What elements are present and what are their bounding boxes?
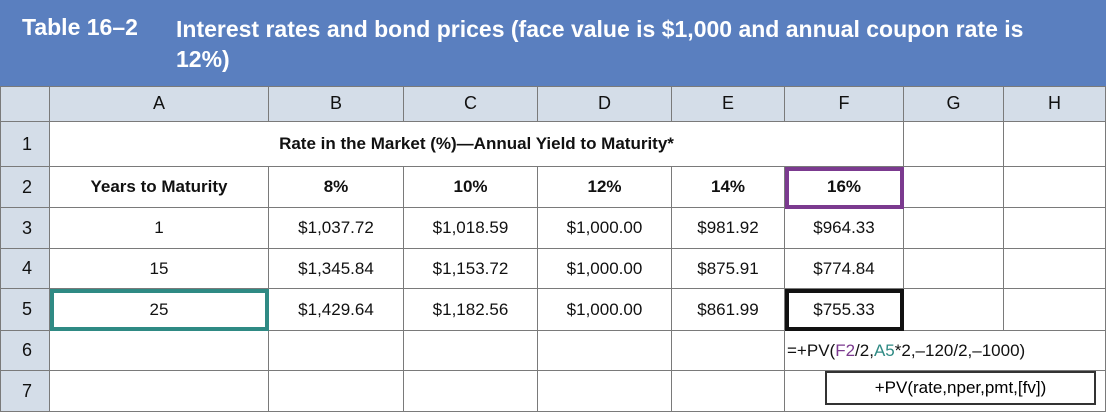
row-header-2[interactable]: 2 <box>0 167 50 208</box>
cell-h5[interactable] <box>1004 289 1106 331</box>
cell-e4[interactable]: $875.91 <box>672 249 785 289</box>
formula-cell[interactable]: =+PV(F2/2, A5 *2,–120/2,–1000) <box>785 331 1106 371</box>
column-header-f[interactable]: F <box>785 86 904 122</box>
formula-suffix: *2,–120/2,–1000) <box>894 340 1026 360</box>
row-header-1[interactable]: 1 <box>0 122 50 167</box>
cell-h2[interactable] <box>1004 167 1106 208</box>
column-header-g[interactable]: G <box>904 86 1004 122</box>
cell-c4[interactable]: $1,153.72 <box>404 249 538 289</box>
cell-e2[interactable]: 14% <box>672 167 785 208</box>
cell-c7[interactable] <box>404 371 538 412</box>
cell-b3[interactable]: $1,037.72 <box>269 208 404 249</box>
cell-d2[interactable]: 12% <box>538 167 672 208</box>
table-title: Interest rates and bond prices (face val… <box>176 16 1024 72</box>
rate-highlight <box>785 167 904 209</box>
nper-highlight <box>50 289 269 331</box>
cell-a3[interactable]: 1 <box>50 208 269 249</box>
cell-d7[interactable] <box>538 371 672 412</box>
cell-e5[interactable]: $861.99 <box>672 289 785 331</box>
cell-c3[interactable]: $1,018.59 <box>404 208 538 249</box>
column-header-d[interactable]: D <box>538 86 672 122</box>
cell-b5[interactable]: $1,429.64 <box>269 289 404 331</box>
row-header-6[interactable]: 6 <box>0 331 50 371</box>
cell-g5[interactable] <box>904 289 1004 331</box>
cell-d5[interactable]: $1,000.00 <box>538 289 672 331</box>
corner-cell[interactable] <box>0 86 50 122</box>
cell-e7[interactable] <box>672 371 785 412</box>
cell-g2[interactable] <box>904 167 1004 208</box>
cell-a6[interactable] <box>50 331 269 371</box>
cell-b2[interactable]: 8% <box>269 167 404 208</box>
cell-h4[interactable] <box>1004 249 1106 289</box>
function-syntax-tooltip: +PV(rate,nper,pmt,[fv]) <box>825 371 1096 405</box>
cell-b4[interactable]: $1,345.84 <box>269 249 404 289</box>
cell-d6[interactable] <box>538 331 672 371</box>
row-header-5[interactable]: 5 <box>0 289 50 331</box>
formula-ref-nper: A5 <box>873 340 895 360</box>
table-number: Table 16–2 <box>22 14 138 40</box>
cell-c2[interactable]: 10% <box>404 167 538 208</box>
cell-a2[interactable]: Years to Maturity <box>50 167 269 208</box>
cell-a7[interactable] <box>50 371 269 412</box>
table-caption: Table 16–2 Interest rates and bond price… <box>0 0 1106 86</box>
cell-g4[interactable] <box>904 249 1004 289</box>
cell-h3[interactable] <box>1004 208 1106 249</box>
cell-e3[interactable]: $981.92 <box>672 208 785 249</box>
formula-prefix: =+PV( <box>787 340 836 360</box>
row-header-7[interactable]: 7 <box>0 371 50 412</box>
formula-ref-rate: F2 <box>835 340 856 360</box>
result-highlight <box>785 289 904 331</box>
column-header-e[interactable]: E <box>672 86 785 122</box>
cell-h1[interactable] <box>1004 122 1106 167</box>
cell-d4[interactable]: $1,000.00 <box>538 249 672 289</box>
row-header-4[interactable]: 4 <box>0 249 50 289</box>
cell-g3[interactable] <box>904 208 1004 249</box>
formula-mid: /2, <box>855 340 874 360</box>
cell-f4[interactable]: $774.84 <box>785 249 904 289</box>
cell-a4[interactable]: 15 <box>50 249 269 289</box>
row-header-3[interactable]: 3 <box>0 208 50 249</box>
column-header-a[interactable]: A <box>50 86 269 122</box>
cell-c6[interactable] <box>404 331 538 371</box>
cell-b6[interactable] <box>269 331 404 371</box>
cell-g1[interactable] <box>904 122 1004 167</box>
cell-f3[interactable]: $964.33 <box>785 208 904 249</box>
cell-c5[interactable]: $1,182.56 <box>404 289 538 331</box>
column-header-h[interactable]: H <box>1004 86 1106 122</box>
cell-d3[interactable]: $1,000.00 <box>538 208 672 249</box>
cell-e6[interactable] <box>672 331 785 371</box>
merged-header-cell[interactable]: Rate in the Market (%)—Annual Yield to M… <box>50 122 904 167</box>
cell-b7[interactable] <box>269 371 404 412</box>
column-header-b[interactable]: B <box>269 86 404 122</box>
column-header-c[interactable]: C <box>404 86 538 122</box>
